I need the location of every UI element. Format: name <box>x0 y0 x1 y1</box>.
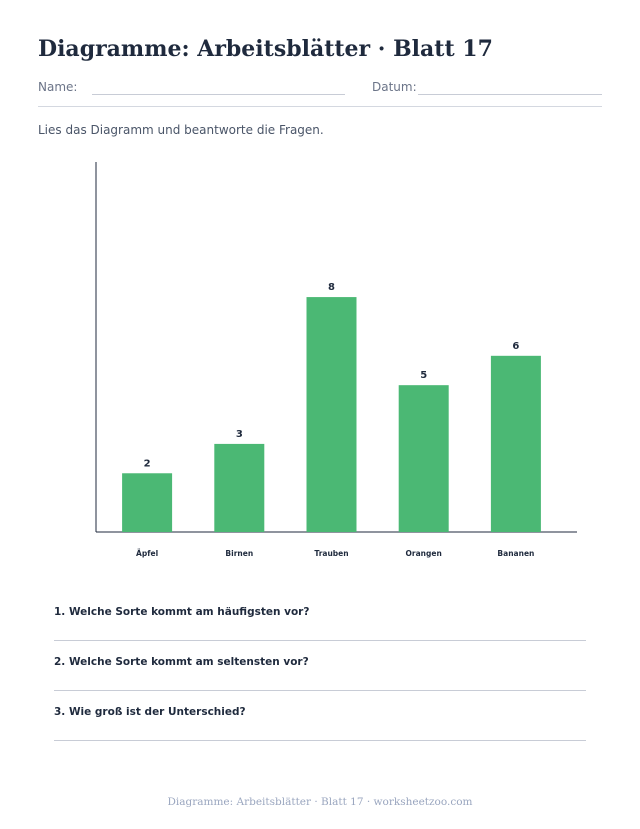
x-tick-label: Äpfel <box>136 549 158 558</box>
bar-value-label: 8 <box>328 282 335 293</box>
question-2-text: 2. Welche Sorte kommt am seltensten vor? <box>54 656 309 668</box>
name-date-row: Name: Datum: <box>38 80 602 104</box>
bar-2 <box>214 443 265 532</box>
question-2: 2. Welche Sorte kommt am seltensten vor? <box>54 656 586 691</box>
date-field-line <box>418 94 602 95</box>
x-tick-label: Birnen <box>225 549 253 558</box>
answer-line-1[interactable] <box>54 640 586 641</box>
header-divider <box>38 106 602 107</box>
instructions: Lies das Diagramm und beantworte die Fra… <box>38 123 324 137</box>
bar-3 <box>306 297 357 532</box>
name-field-line <box>92 94 345 95</box>
answer-line-3[interactable] <box>54 740 586 741</box>
bar-4 <box>398 385 449 532</box>
question-1: 1. Welche Sorte kommt am häufigsten vor? <box>54 606 586 641</box>
bar-value-label: 5 <box>420 370 427 381</box>
x-tick-label: Trauben <box>314 549 348 558</box>
bar-chart: 2 Äpfel 3 Birnen 8 Trauben 5 Orangen 6 Bananen <box>95 162 577 558</box>
bar-value-label: 2 <box>144 458 151 469</box>
answer-line-2[interactable] <box>54 690 586 691</box>
date-label: Datum: <box>372 80 417 94</box>
bar-5 <box>490 355 541 532</box>
bar-value-label: 6 <box>512 341 519 352</box>
bar-value-label: 3 <box>236 429 243 440</box>
name-label: Name: <box>38 80 78 94</box>
question-3: 3. Wie groß ist der Unterschied? <box>54 706 586 741</box>
page-title: Diagramme: Arbeitsblätter · Blatt 17 <box>38 36 493 62</box>
footer: Diagramme: Arbeitsblätter · Blatt 17 · w… <box>167 796 473 808</box>
x-tick-label: Bananen <box>497 549 534 558</box>
question-1-text: 1. Welche Sorte kommt am häufigsten vor? <box>54 606 310 618</box>
x-tick-label: Orangen <box>406 549 442 558</box>
bar-1 <box>122 473 173 532</box>
question-3-text: 3. Wie groß ist der Unterschied? <box>54 706 246 718</box>
